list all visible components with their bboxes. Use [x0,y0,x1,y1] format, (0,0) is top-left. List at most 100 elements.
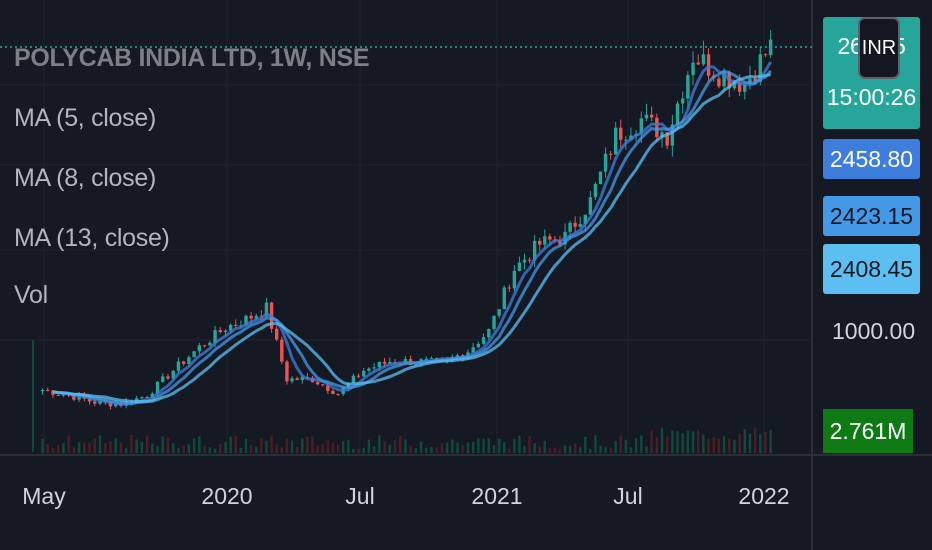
legend-ma13[interactable]: MA (13, close) [14,224,170,252]
candle-body [223,330,228,333]
volume-bar [367,439,371,453]
symbol-title[interactable]: POLYCAB INDIA LTD, 1W, NSE [14,44,370,72]
legend-vol[interactable]: Vol [14,281,48,309]
candle-body [644,114,649,119]
volume-bar [634,438,638,453]
ma13-value-tag: 2408.45 [823,244,920,294]
candle-body [72,395,76,400]
volume-bar [508,448,511,453]
candle-body [538,240,542,245]
volume-bar [203,445,206,453]
candle-body [758,54,763,82]
volume-bar [471,442,475,453]
candle-body [176,361,181,371]
legend-ma8[interactable]: MA (8, close) [14,164,156,192]
candle-body [228,324,233,331]
x-tick-label: Jul [345,483,375,509]
ma13-line [52,73,772,403]
volume-bar [265,440,268,453]
volume-bar [528,436,531,453]
volume-bar [104,442,107,453]
volume-bar [67,436,70,453]
volume-bar [249,445,253,453]
volume-bar [568,445,572,453]
candle-body [665,132,669,146]
volume-bar [553,447,557,453]
candle-body [660,132,664,138]
volume-bar [686,430,690,453]
volume-bar [114,438,117,453]
candle-body [497,309,501,316]
volume-bar [769,429,772,453]
candle-body [743,84,747,92]
candle-body [331,390,335,395]
volume-bar [290,440,294,453]
x-tick-label: May [22,483,66,509]
x-tick-label: 2020 [201,483,253,509]
volume-bars [32,340,772,453]
candle-body [722,71,726,87]
candle-body [624,139,628,141]
currency-button[interactable]: INR [858,17,900,79]
volume-bar [234,435,237,453]
volume-bar [295,447,299,453]
volume-bar [182,445,185,453]
volume-bar [56,444,60,453]
candle-body [234,324,238,326]
volume-bar [640,435,643,453]
volume-bar [707,438,710,453]
legend-ma5[interactable]: MA (5, close) [14,104,156,132]
volume-bar [665,436,669,453]
volume-bar [759,434,762,453]
candle-body [578,224,582,227]
volume-bar [487,438,491,453]
candle-body [388,361,392,364]
volume-bar [573,443,577,453]
volume-bar [130,435,133,453]
candle-body [670,124,675,146]
candle-body [254,315,258,319]
volume-bar [563,445,567,453]
volume-bar [275,444,278,453]
volume-bar [691,431,695,453]
volume-bar [409,445,412,453]
volume-bar [219,444,222,453]
volume-bar [41,438,44,453]
candle-body [290,378,294,382]
volume-bar [393,440,397,453]
volume-bar [301,438,304,453]
volume-bar [660,427,664,453]
volume-bar [88,443,91,453]
candle-body [315,382,320,385]
volume-bar [77,442,81,453]
volume-bar [306,436,309,453]
ma8-value-tag: 2423.15 [823,196,920,236]
candle-body [649,114,654,118]
volume-bar [156,445,159,453]
candle-body [598,171,603,185]
volume-bar [260,437,263,453]
volume-bar [347,439,350,453]
volume-bar [676,431,679,453]
x-tick-label: 2022 [738,483,790,509]
volume-bar [311,436,314,453]
candle-body [218,330,222,333]
volume-bar [482,438,485,453]
candle-body [213,330,217,343]
volume-bar [456,442,459,453]
candle-body [608,153,613,155]
volume-bar [645,446,648,453]
volume-bar [451,439,454,453]
volume-bar [728,438,731,453]
volume-bar [46,443,49,453]
volume-bar [177,447,180,453]
volume-bar [166,437,170,453]
volume-bar [372,446,376,453]
volume-bar [599,445,602,453]
candle-body [93,401,97,404]
volume-bar [208,447,212,453]
candle-body [613,127,618,155]
candle-body [481,337,486,344]
volume-bar [712,437,715,453]
